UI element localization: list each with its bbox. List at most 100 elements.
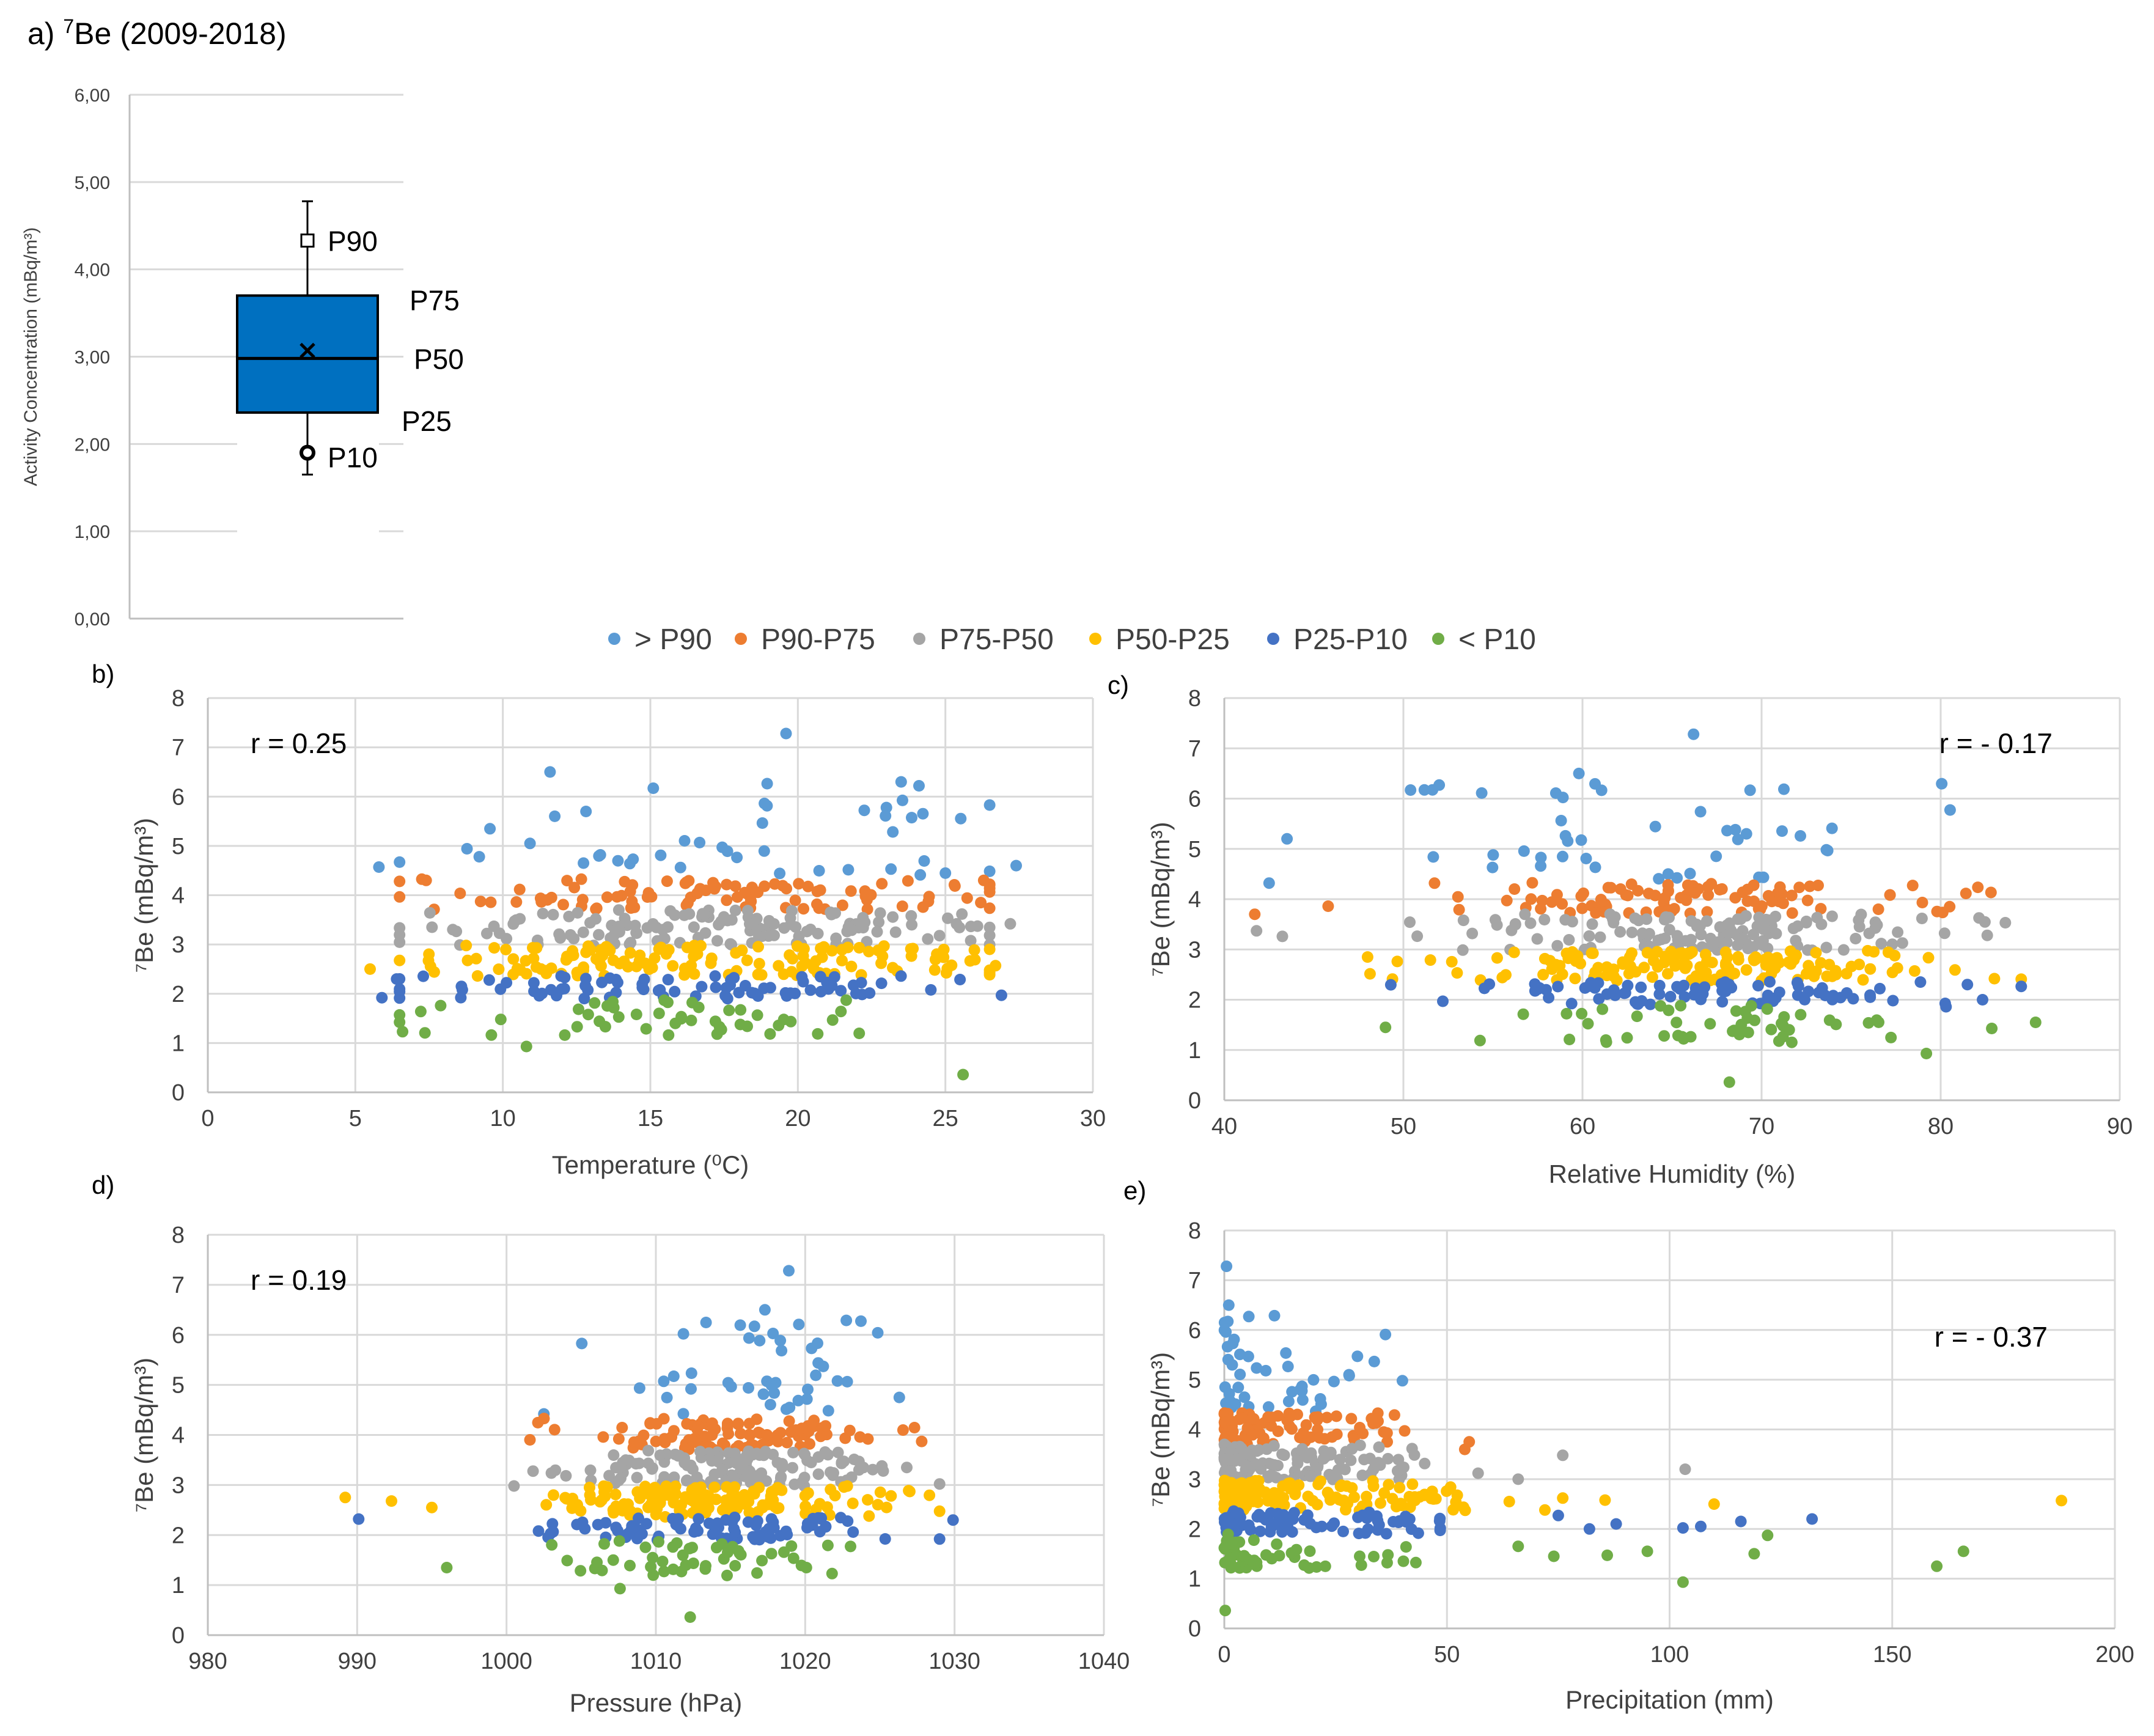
legend: > P90 P90-P75 P75-P50 P50-P25 P25-P10 < P10 [608, 623, 1536, 656]
point-p75_p50 [612, 921, 625, 933]
point-p75_p50 [983, 929, 996, 941]
point-lt_p10 [520, 1040, 532, 1053]
point-p50_p25 [796, 960, 808, 973]
correlation-label: r = 0.19 [251, 1264, 347, 1296]
point-gt_p90 [914, 869, 927, 881]
point-gt_p90 [1263, 877, 1275, 889]
point-gt_p90 [694, 836, 706, 848]
point-gt_p90 [761, 778, 773, 790]
point-p25_p10 [662, 974, 674, 986]
point-p75_p50 [751, 1447, 763, 1460]
point-p75_p50 [735, 1463, 747, 1475]
point-gt_p90 [678, 835, 691, 847]
point-gt_p90 [1589, 861, 1601, 874]
point-p50_p25 [1646, 971, 1658, 983]
point-p50_p25 [842, 941, 854, 954]
point-gt_p90 [1315, 1398, 1327, 1410]
point-lt_p10 [723, 1004, 735, 1017]
point-lt_p10 [612, 1011, 625, 1023]
point-p90_p75 [1960, 888, 1972, 900]
point-p50_p25 [784, 949, 796, 961]
point-p75_p50 [1726, 927, 1738, 939]
point-p75_p50 [1685, 933, 1697, 946]
point-lt_p10 [765, 1548, 777, 1560]
point-p25_p10 [1433, 1515, 1446, 1527]
point-lt_p10 [685, 1014, 697, 1026]
point-p90_p75 [534, 892, 546, 905]
point-lt_p10 [624, 1559, 636, 1572]
point-gt_p90 [1232, 1381, 1244, 1394]
point-p90_p75 [1785, 889, 1798, 902]
point-gt_p90 [1351, 1350, 1364, 1363]
xtick-label: 1020 [779, 1649, 831, 1674]
point-gt_p90 [939, 867, 952, 879]
point-p75_p50 [1737, 932, 1749, 944]
point-p25_p10 [610, 987, 622, 999]
point-p75_p50 [867, 1463, 879, 1476]
ytick-label: 5 [172, 834, 185, 859]
point-p75_p50 [584, 1464, 597, 1476]
point-p75_p50 [1607, 913, 1619, 925]
point-lt_p10 [741, 1020, 753, 1032]
xtick-label: 20 [785, 1106, 811, 1131]
point-gt_p90 [655, 849, 667, 861]
point-gt_p90 [1229, 1398, 1241, 1410]
point-p50_p25 [649, 952, 661, 964]
point-lt_p10 [1823, 1014, 1836, 1026]
point-p90_p75 [1388, 1409, 1400, 1421]
point-p25_p10 [762, 1531, 774, 1543]
point-lt_p10 [1380, 1021, 1392, 1034]
point-p50_p25 [1334, 1480, 1347, 1493]
point-gt_p90 [841, 1375, 853, 1388]
point-p75_p50 [858, 1462, 870, 1474]
point-p50_p25 [1886, 966, 1899, 979]
point-lt_p10 [840, 994, 852, 1006]
point-lt_p10 [2029, 1017, 2042, 1028]
point-p50_p25 [1233, 1480, 1244, 1492]
chart-b-temperature: b) 0 5 10 15 20 25 30 0 1 2 3 4 5 6 7 8 Temperature (⁰C) ⁷… [92, 660, 1106, 1179]
point-lt_p10 [1354, 1550, 1366, 1562]
point-p90_p75 [1262, 1411, 1274, 1423]
point-lt_p10 [1582, 1018, 1594, 1030]
point-p90_p75 [722, 1428, 735, 1440]
point-p75_p50 [798, 1447, 810, 1460]
point-p75_p50 [554, 932, 567, 944]
ytick-label: 0 [172, 1080, 185, 1106]
point-p90_p75 [1345, 1413, 1358, 1425]
point-p75_p50 [1373, 1441, 1385, 1453]
point-p50_p25 [1922, 952, 1935, 964]
point-p25_p10 [1534, 982, 1546, 994]
point-p25_p10 [925, 984, 937, 996]
point-p90_p75 [820, 1420, 832, 1432]
chart-c-humidity: c) 40 50 60 70 80 90 0 1 2 3 4 5 6 7 8 Relative Humidity… [1108, 671, 2133, 1188]
point-gt_p90 [1282, 1396, 1295, 1408]
point-lt_p10 [667, 1541, 679, 1553]
point-p50_p25 [1252, 1496, 1264, 1509]
ytick-label: 1 [1188, 1038, 1201, 1064]
point-gt_p90 [373, 861, 385, 873]
point-p75_p50 [1240, 1447, 1252, 1460]
point-p90_p75 [896, 900, 908, 913]
point-p90_p75 [1884, 889, 1896, 901]
point-p25_p10 [1337, 1525, 1349, 1537]
point-p75_p50 [1583, 930, 1595, 942]
point-gt_p90 [813, 865, 825, 877]
point-lt_p10 [614, 1583, 626, 1595]
point-p75_p50 [654, 1449, 666, 1462]
xtick-label: 60 [1570, 1114, 1595, 1139]
point-p50_p25 [1451, 1489, 1463, 1501]
point-gt_p90 [722, 1377, 734, 1389]
point-p50_p25 [1760, 959, 1772, 971]
point-lt_p10 [1685, 1031, 1697, 1043]
point-gt_p90 [1396, 1375, 1408, 1387]
point-lt_p10 [1631, 1010, 1643, 1023]
point-p75_p50 [1721, 936, 1733, 949]
point-p90_p75 [1322, 900, 1334, 912]
point-lt_p10 [1675, 999, 1687, 1012]
point-p75_p50 [688, 921, 700, 933]
point-p90_p75 [1399, 1425, 1411, 1437]
point-p50_p25 [716, 1504, 729, 1516]
point-p90_p75 [1509, 883, 1521, 895]
point-p25_p10 [1326, 1520, 1338, 1532]
xtick-label: 50 [1434, 1642, 1460, 1668]
